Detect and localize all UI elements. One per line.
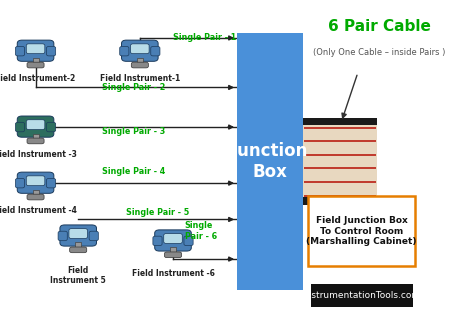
FancyBboxPatch shape [26, 176, 45, 186]
Text: Field Instrument-2: Field Instrument-2 [0, 74, 76, 83]
Text: (Only One Cable – inside Pairs ): (Only One Cable – inside Pairs ) [313, 48, 446, 57]
Text: Junction
Box: Junction Box [232, 142, 309, 181]
FancyBboxPatch shape [121, 40, 158, 61]
FancyBboxPatch shape [58, 231, 67, 241]
Bar [311, 284, 413, 307]
Bar [303, 197, 377, 205]
FancyBboxPatch shape [46, 122, 55, 132]
Text: Field Junction Box
To Control Room
(Marshalling Cabinet): Field Junction Box To Control Room (Mars… [306, 216, 417, 246]
Text: Single Pair - 1: Single Pair - 1 [173, 33, 236, 43]
FancyBboxPatch shape [164, 252, 182, 258]
FancyBboxPatch shape [27, 62, 44, 68]
FancyBboxPatch shape [155, 230, 191, 251]
Bar [33, 190, 38, 197]
FancyBboxPatch shape [46, 47, 55, 56]
FancyBboxPatch shape [26, 44, 45, 54]
FancyBboxPatch shape [69, 229, 88, 239]
FancyBboxPatch shape [151, 47, 160, 56]
Text: Single
Pair - 6: Single Pair - 6 [185, 221, 217, 241]
Text: Field Instrument-1: Field Instrument-1 [100, 74, 180, 83]
Bar [170, 248, 176, 254]
Text: InstrumentationTools.com: InstrumentationTools.com [303, 291, 420, 300]
Bar [75, 243, 81, 249]
Bar [33, 134, 38, 141]
Text: Single Pair - 3: Single Pair - 3 [102, 127, 165, 137]
FancyBboxPatch shape [60, 225, 97, 246]
FancyBboxPatch shape [120, 47, 129, 56]
FancyBboxPatch shape [27, 138, 44, 144]
FancyBboxPatch shape [130, 44, 149, 54]
Text: Single Pair - 2: Single Pair - 2 [102, 83, 165, 92]
Text: Field Instrument -3: Field Instrument -3 [0, 150, 77, 159]
FancyBboxPatch shape [17, 40, 54, 61]
FancyBboxPatch shape [70, 247, 87, 253]
Bar [303, 125, 377, 199]
FancyBboxPatch shape [16, 47, 25, 56]
FancyBboxPatch shape [164, 234, 182, 244]
Text: Field Instrument -6: Field Instrument -6 [132, 269, 214, 278]
Text: Field Instrument -4: Field Instrument -4 [0, 206, 77, 215]
FancyBboxPatch shape [131, 62, 148, 68]
Text: 6 Pair Cable: 6 Pair Cable [328, 19, 431, 34]
Text: Single Pair - 5: Single Pair - 5 [126, 208, 189, 217]
Text: Single Pair - 4: Single Pair - 4 [102, 167, 165, 176]
FancyBboxPatch shape [89, 231, 98, 241]
Bar [303, 117, 377, 125]
FancyBboxPatch shape [153, 236, 162, 246]
FancyBboxPatch shape [16, 122, 25, 132]
FancyBboxPatch shape [237, 33, 303, 290]
FancyBboxPatch shape [17, 116, 54, 137]
FancyBboxPatch shape [17, 172, 54, 193]
Bar [137, 58, 143, 65]
FancyBboxPatch shape [308, 196, 415, 266]
Bar [33, 58, 38, 65]
Text: Field
Instrument 5: Field Instrument 5 [50, 266, 106, 285]
FancyBboxPatch shape [184, 236, 193, 246]
FancyBboxPatch shape [26, 120, 45, 130]
FancyBboxPatch shape [16, 179, 25, 188]
FancyBboxPatch shape [27, 194, 44, 200]
FancyBboxPatch shape [46, 179, 55, 188]
